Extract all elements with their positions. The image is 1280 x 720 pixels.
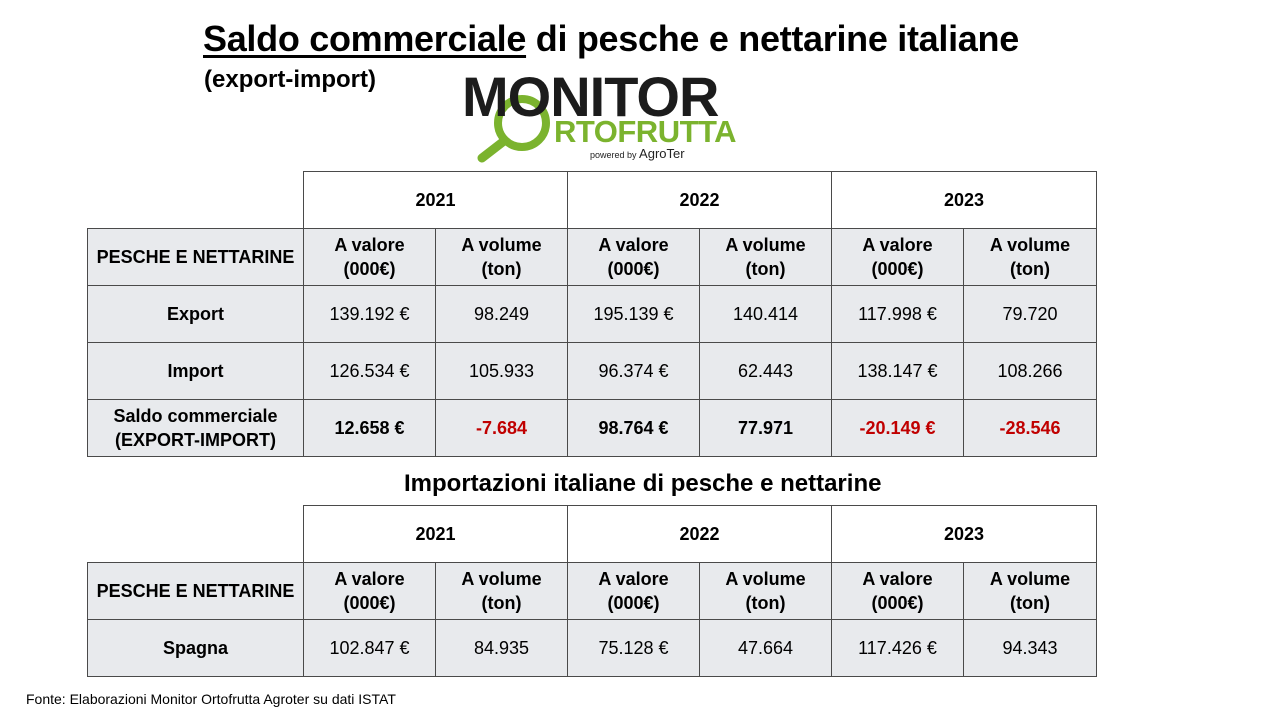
title-rest: di pesche e nettarine italiane bbox=[526, 18, 1019, 59]
table-cell: 96.374 € bbox=[567, 342, 700, 400]
brand-label: AgroTer bbox=[639, 146, 685, 161]
table-row: Export 139.192 € 98.249 195.139 € 140.41… bbox=[87, 285, 1097, 343]
table-cell: 47.664 bbox=[699, 619, 832, 677]
table-row: Import 126.534 € 105.933 96.374 € 62.443… bbox=[87, 342, 1097, 400]
logo-monitor-text: MONITOR bbox=[462, 65, 719, 128]
year-header: 2022 bbox=[567, 171, 832, 229]
table-cell: 117.426 € bbox=[831, 619, 964, 677]
table-cell: 75.128 € bbox=[567, 619, 700, 677]
year-header: 2023 bbox=[831, 505, 1097, 563]
table-cell: 108.266 bbox=[963, 342, 1097, 400]
table-cell: 98.764 € bbox=[567, 399, 700, 457]
year-header: 2021 bbox=[303, 505, 568, 563]
table-cell: 62.443 bbox=[699, 342, 832, 400]
table-row-balance: Saldo commerciale (EXPORT-IMPORT) 12.658 … bbox=[87, 399, 1097, 457]
year-header: 2021 bbox=[303, 171, 568, 229]
row-header-label: PESCHE E NETTARINE bbox=[87, 562, 304, 620]
table-cell: 77.971 bbox=[699, 399, 832, 457]
table-cell: 195.139 € bbox=[567, 285, 700, 343]
table-cell: 140.414 bbox=[699, 285, 832, 343]
table-cell: 139.192 € bbox=[303, 285, 436, 343]
col-header-value: A valore (000€) bbox=[831, 228, 964, 286]
col-header-value: A valore (000€) bbox=[567, 562, 700, 620]
table-cell: 12.658 € bbox=[303, 399, 436, 457]
col-header-volume: A volume (ton) bbox=[435, 228, 568, 286]
empty-corner bbox=[87, 505, 304, 563]
col-header-volume: A volume (ton) bbox=[699, 562, 832, 620]
title-underlined: Saldo commerciale bbox=[203, 18, 527, 59]
col-header-value: A valore (000€) bbox=[567, 228, 700, 286]
col-header-volume: A volume (ton) bbox=[435, 562, 568, 620]
table-cell: 117.998 € bbox=[831, 285, 964, 343]
table-cell: 98.249 bbox=[435, 285, 568, 343]
row-label: Import bbox=[87, 342, 304, 400]
table-cell: 84.935 bbox=[435, 619, 568, 677]
imports-table: 2021 2022 2023 PESCHE E NETTARINE A valo… bbox=[87, 505, 1097, 677]
col-header-value: A valore (000€) bbox=[303, 562, 436, 620]
table-cell-negative: -7.684 bbox=[435, 399, 568, 457]
col-header-volume: A volume (ton) bbox=[963, 562, 1097, 620]
imports-heading: Importazioni italiane di pesche e nettar… bbox=[404, 470, 882, 497]
table-cell: 79.720 bbox=[963, 285, 1097, 343]
empty-corner bbox=[87, 171, 304, 229]
table-cell-negative: -28.546 bbox=[963, 399, 1097, 457]
table-cell: 126.534 € bbox=[303, 342, 436, 400]
row-label: Saldo commerciale (EXPORT-IMPORT) bbox=[87, 399, 304, 457]
table-cell: 94.343 bbox=[963, 619, 1097, 677]
col-header-value: A valore (000€) bbox=[831, 562, 964, 620]
row-label: Export bbox=[87, 285, 304, 343]
col-header-volume: A volume (ton) bbox=[699, 228, 832, 286]
table-cell: 138.147 € bbox=[831, 342, 964, 400]
table-cell: 105.933 bbox=[435, 342, 568, 400]
trade-balance-table: 2021 2022 2023 PESCHE E NETTARINE A valo… bbox=[87, 171, 1097, 457]
page-title: Saldo commerciale di pesche e nettarine … bbox=[203, 18, 1019, 60]
logo-powered-by: powered by AgroTer bbox=[590, 146, 685, 161]
year-header: 2022 bbox=[567, 505, 832, 563]
monitor-ortofrutta-logo: MONITOR RTOFRUTTA powered by AgroTer bbox=[462, 65, 782, 165]
page-subtitle: (export-import) bbox=[204, 66, 376, 93]
year-header: 2023 bbox=[831, 171, 1097, 229]
logo-ortofrutta-text: RTOFRUTTA bbox=[554, 114, 737, 149]
table-row: Spagna 102.847 € 84.935 75.128 € 47.664 … bbox=[87, 619, 1097, 677]
row-header-label: PESCHE E NETTARINE bbox=[87, 228, 304, 286]
table-cell-negative: -20.149 € bbox=[831, 399, 964, 457]
table-cell: 102.847 € bbox=[303, 619, 436, 677]
col-header-value: A valore (000€) bbox=[303, 228, 436, 286]
magnifier-icon bbox=[477, 95, 550, 163]
source-note: Fonte: Elaborazioni Monitor Ortofrutta A… bbox=[26, 691, 396, 707]
col-header-volume: A volume (ton) bbox=[963, 228, 1097, 286]
powered-label: powered by bbox=[590, 150, 637, 160]
row-label: Spagna bbox=[87, 619, 304, 677]
